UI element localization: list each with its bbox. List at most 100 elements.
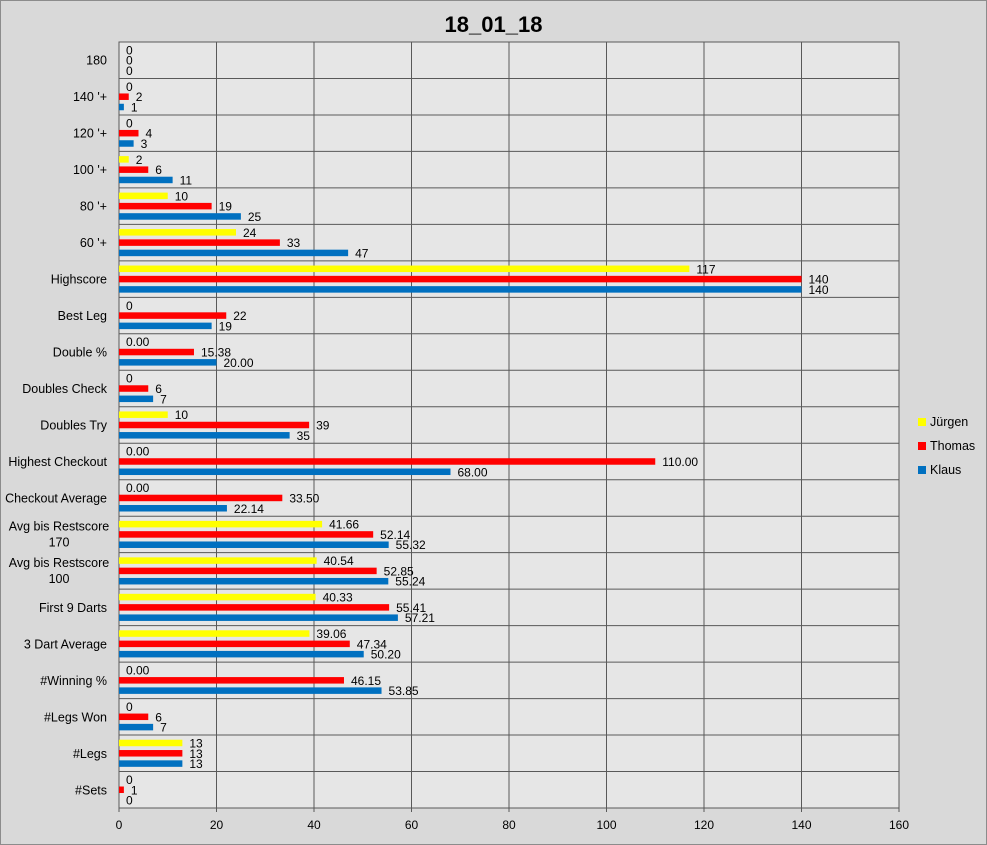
bar-j-rgen [119,593,316,601]
legend-swatch [918,442,926,450]
bar-klaus [119,468,451,476]
bar-klaus [119,541,389,548]
bar-klaus [119,577,389,585]
bar-thomas [119,129,139,137]
bar-klaus [119,760,183,767]
value-label: 140 [809,273,829,287]
value-label: 7 [160,721,167,735]
value-label: 13 [189,757,203,771]
value-label: 117 [696,262,715,276]
bar-klaus [119,213,241,220]
bar-thomas [119,640,350,648]
value-label: 33.50 [289,491,319,505]
bar-thomas [119,567,377,575]
legend-label: Klaus [930,463,962,477]
bar-thomas [119,677,344,684]
bar-klaus [119,723,154,731]
bar-thomas [119,786,124,794]
x-tick-label: 80 [502,818,516,832]
value-label: 13 [189,736,203,750]
bar-klaus [119,140,134,147]
value-label: 55.24 [395,575,425,589]
x-tick-label: 60 [405,818,419,832]
legend-label: Jürgen [930,415,969,429]
value-label: 0 [126,794,133,808]
category-label: #Sets [75,783,107,797]
category-label: Checkout Average [5,491,107,505]
bar-klaus [119,432,290,439]
bar-thomas [119,458,656,465]
value-label: 13 [189,747,203,761]
value-label: 19 [219,319,233,333]
legend: Jürgen Thomas Klaus [918,410,975,482]
bar-j-rgen [119,520,323,528]
value-label: 47 [355,246,369,260]
bar-j-rgen [119,229,236,236]
value-label: 52.14 [380,528,410,542]
category-label: 140 '+ [73,90,107,104]
bar-thomas [119,239,280,246]
bar-thomas [119,166,149,173]
bar-thomas [119,312,227,319]
value-label: 2 [136,153,143,167]
x-tick-label: 140 [791,818,811,832]
value-label: 1 [131,101,138,115]
bar-klaus [119,650,364,658]
legend-item: Thomas [918,434,975,458]
value-label: 140 [809,283,829,297]
value-label: 41.66 [329,518,359,532]
bar-j-rgen [119,156,129,163]
bar-klaus [119,395,154,403]
category-label: #Legs Won [44,710,107,724]
value-label: 50.20 [371,648,401,662]
value-label: 0.00 [126,445,150,459]
bar-klaus [119,249,349,257]
category-label: 60 '+ [80,236,107,250]
value-label: 0 [126,64,133,78]
category-label: 180 [86,54,107,68]
category-label: 3 Dart Average [24,637,107,651]
bar-j-rgen [119,739,183,747]
value-label: 53.85 [389,684,419,698]
value-label: 55.32 [396,538,426,552]
value-label: 0.00 [126,481,150,495]
legend-item: Jürgen [918,410,975,434]
x-tick-label: 160 [889,818,909,832]
value-label: 0 [126,54,133,68]
category-label: 80 '+ [80,200,107,214]
value-label: 15.38 [201,346,231,360]
value-label: 22.14 [234,502,264,516]
bar-thomas [119,385,149,392]
category-label: Double % [53,346,107,360]
value-label: 0 [126,116,133,130]
value-label: 0 [126,299,133,313]
value-label: 46.15 [351,674,381,688]
value-label: 11 [180,173,193,187]
value-label: 2 [136,90,143,104]
bar-klaus [119,322,212,330]
value-label: 39.06 [316,627,346,641]
category-label: 120 '+ [73,127,107,141]
value-label: 0 [126,700,133,714]
value-label: 0 [126,773,133,787]
value-label: 55.41 [396,601,426,615]
value-label: 3 [141,137,148,151]
value-label: 57.21 [405,611,435,625]
chart-title: 18_01_18 [444,12,543,37]
bar-thomas [119,275,802,283]
value-label: 4 [146,127,153,141]
value-label: 25 [248,210,262,224]
x-tick-label: 120 [694,818,714,832]
bar-klaus [119,359,217,366]
bar-klaus [119,687,382,694]
bar-thomas [119,750,183,757]
value-label: 0 [126,80,133,94]
value-label: 10 [175,189,189,203]
category-label: Avg bis Restscore 170 [9,519,110,549]
bar-klaus [119,286,802,293]
category-label: First 9 Darts [39,601,107,615]
category-label: #Legs [73,747,107,761]
bar-thomas [119,713,149,721]
x-tick-label: 40 [307,818,321,832]
value-label: 7 [160,392,167,406]
